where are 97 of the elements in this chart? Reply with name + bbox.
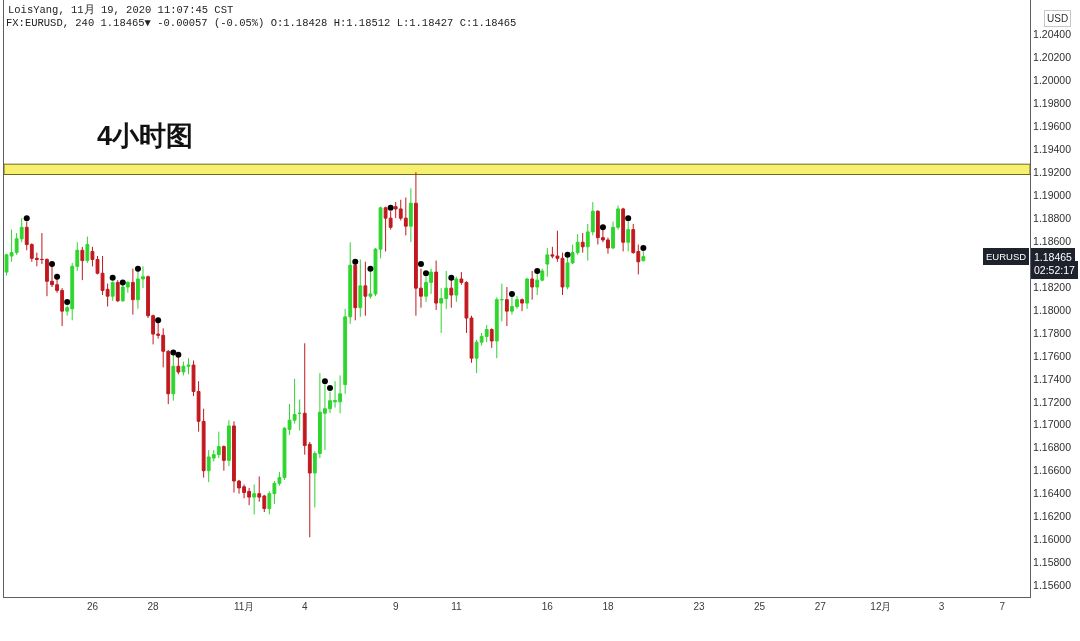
point <box>564 251 571 258</box>
point <box>448 274 455 281</box>
annotation: EURUSD <box>986 251 1027 262</box>
y-tick-label: 1.17000 <box>1033 418 1072 431</box>
y-tick-label: 1.19000 <box>1033 188 1072 201</box>
point <box>175 351 182 358</box>
point <box>119 279 126 286</box>
x-tick-label: 27 <box>814 601 827 612</box>
text: 02:52:17 <box>1034 264 1076 276</box>
candlestick <box>454 276 459 303</box>
point <box>417 261 424 268</box>
x-tick-label: 7 <box>999 601 1006 612</box>
candlestick <box>85 236 90 264</box>
candlestick <box>221 444 226 472</box>
point <box>640 244 647 251</box>
candlestick <box>39 232 44 265</box>
candlestick <box>80 246 85 281</box>
y-tick-label: 1.17800 <box>1033 326 1072 339</box>
annotation: LoisYang, 11月 19, 2020 11:07:45 CST <box>8 4 234 16</box>
x-tick-label: 11 <box>451 601 462 612</box>
x-tick-label: 25 <box>754 601 766 612</box>
y-tick-label: 1.19200 <box>1033 165 1072 178</box>
y-tick-label: 1.17600 <box>1033 349 1072 362</box>
y-tick-label: 1.16000 <box>1033 533 1072 546</box>
y-tick-label: 1.16600 <box>1033 464 1072 477</box>
x-tick-label: 28 <box>147 601 160 612</box>
point <box>155 317 162 324</box>
candlestick <box>297 399 302 432</box>
point <box>54 273 61 280</box>
x-tick-label: 4 <box>301 601 308 612</box>
point <box>423 270 430 277</box>
candlestick <box>115 279 120 303</box>
point <box>109 274 116 281</box>
x-tick-label: 23 <box>693 601 705 612</box>
candlestick <box>358 258 363 318</box>
x-tick-label: 26 <box>86 601 99 612</box>
x-tick-label: 16 <box>541 601 554 612</box>
candlestick <box>408 187 413 243</box>
point <box>599 224 606 231</box>
y-tick-label: 1.15800 <box>1033 556 1072 569</box>
y-tick-label: 1.18000 <box>1033 303 1072 316</box>
y-tick-label: 1.18600 <box>1033 234 1072 247</box>
point <box>625 215 632 222</box>
candlestick <box>484 324 489 343</box>
candlestick <box>130 268 135 316</box>
y-tick-label: 1.20400 <box>1033 28 1072 41</box>
annotation: 4小时图 <box>97 121 194 151</box>
candlestick <box>580 232 585 254</box>
point <box>508 290 515 297</box>
y-tick-label: 1.17200 <box>1033 395 1072 408</box>
candlestick <box>403 196 408 236</box>
y-tick-label: 1.19800 <box>1033 97 1072 110</box>
candlestick <box>434 260 439 311</box>
candlestick <box>227 419 231 467</box>
x-tick-label: 18 <box>602 601 614 612</box>
candlestick <box>530 270 535 301</box>
point <box>321 378 328 385</box>
point <box>170 349 177 356</box>
x-tick-label: 9 <box>392 601 399 612</box>
y-tick-label: 1.20200 <box>1033 51 1072 64</box>
point <box>352 258 359 265</box>
candlestick <box>252 483 257 515</box>
y-tick-label: 1.15600 <box>1033 579 1072 592</box>
y-tick-label: 1.18800 <box>1033 211 1072 224</box>
x-tick-label: 11月 <box>233 601 255 612</box>
point <box>23 215 30 222</box>
y-tick-label: 1.19600 <box>1033 119 1072 132</box>
y-tick-label: 1.19400 <box>1033 142 1072 155</box>
text: FX:EURUSD, 240 1.18465▼ -0.00057 (-0.05%) O:1.18428 H:1.18512 L:1.18427 C:1.18465 <box>6 16 517 29</box>
point <box>64 298 71 305</box>
candlestick <box>641 250 646 262</box>
candlestick <box>489 327 494 349</box>
candlestick <box>545 247 550 278</box>
y-tick-label: 1.18200 <box>1033 280 1072 293</box>
point <box>327 385 333 392</box>
candlestick <box>626 221 631 252</box>
candlestick <box>216 431 221 459</box>
candlestick <box>110 280 115 302</box>
candlestick <box>504 286 509 327</box>
candlestick <box>520 298 524 312</box>
y-tick-label: 1.17400 <box>1033 372 1072 385</box>
candlestick <box>363 261 368 317</box>
x-tick-label: 3 <box>938 601 945 612</box>
y-axis-title: USD <box>1047 13 1069 24</box>
x-tick-label: 12月 <box>870 601 892 612</box>
point <box>367 265 374 272</box>
y-tick-label: 1.16200 <box>1033 510 1072 523</box>
candlestick <box>621 207 626 252</box>
point <box>534 267 541 274</box>
text: 1.18465 <box>1034 251 1073 263</box>
candlestick <box>525 277 530 310</box>
y-tick-label: 1.16400 <box>1033 487 1072 500</box>
y-tick-label: 1.16800 <box>1033 441 1072 454</box>
y-tick-label: 1.20000 <box>1033 74 1072 87</box>
point <box>134 265 141 272</box>
point <box>49 261 56 268</box>
point <box>387 204 394 211</box>
